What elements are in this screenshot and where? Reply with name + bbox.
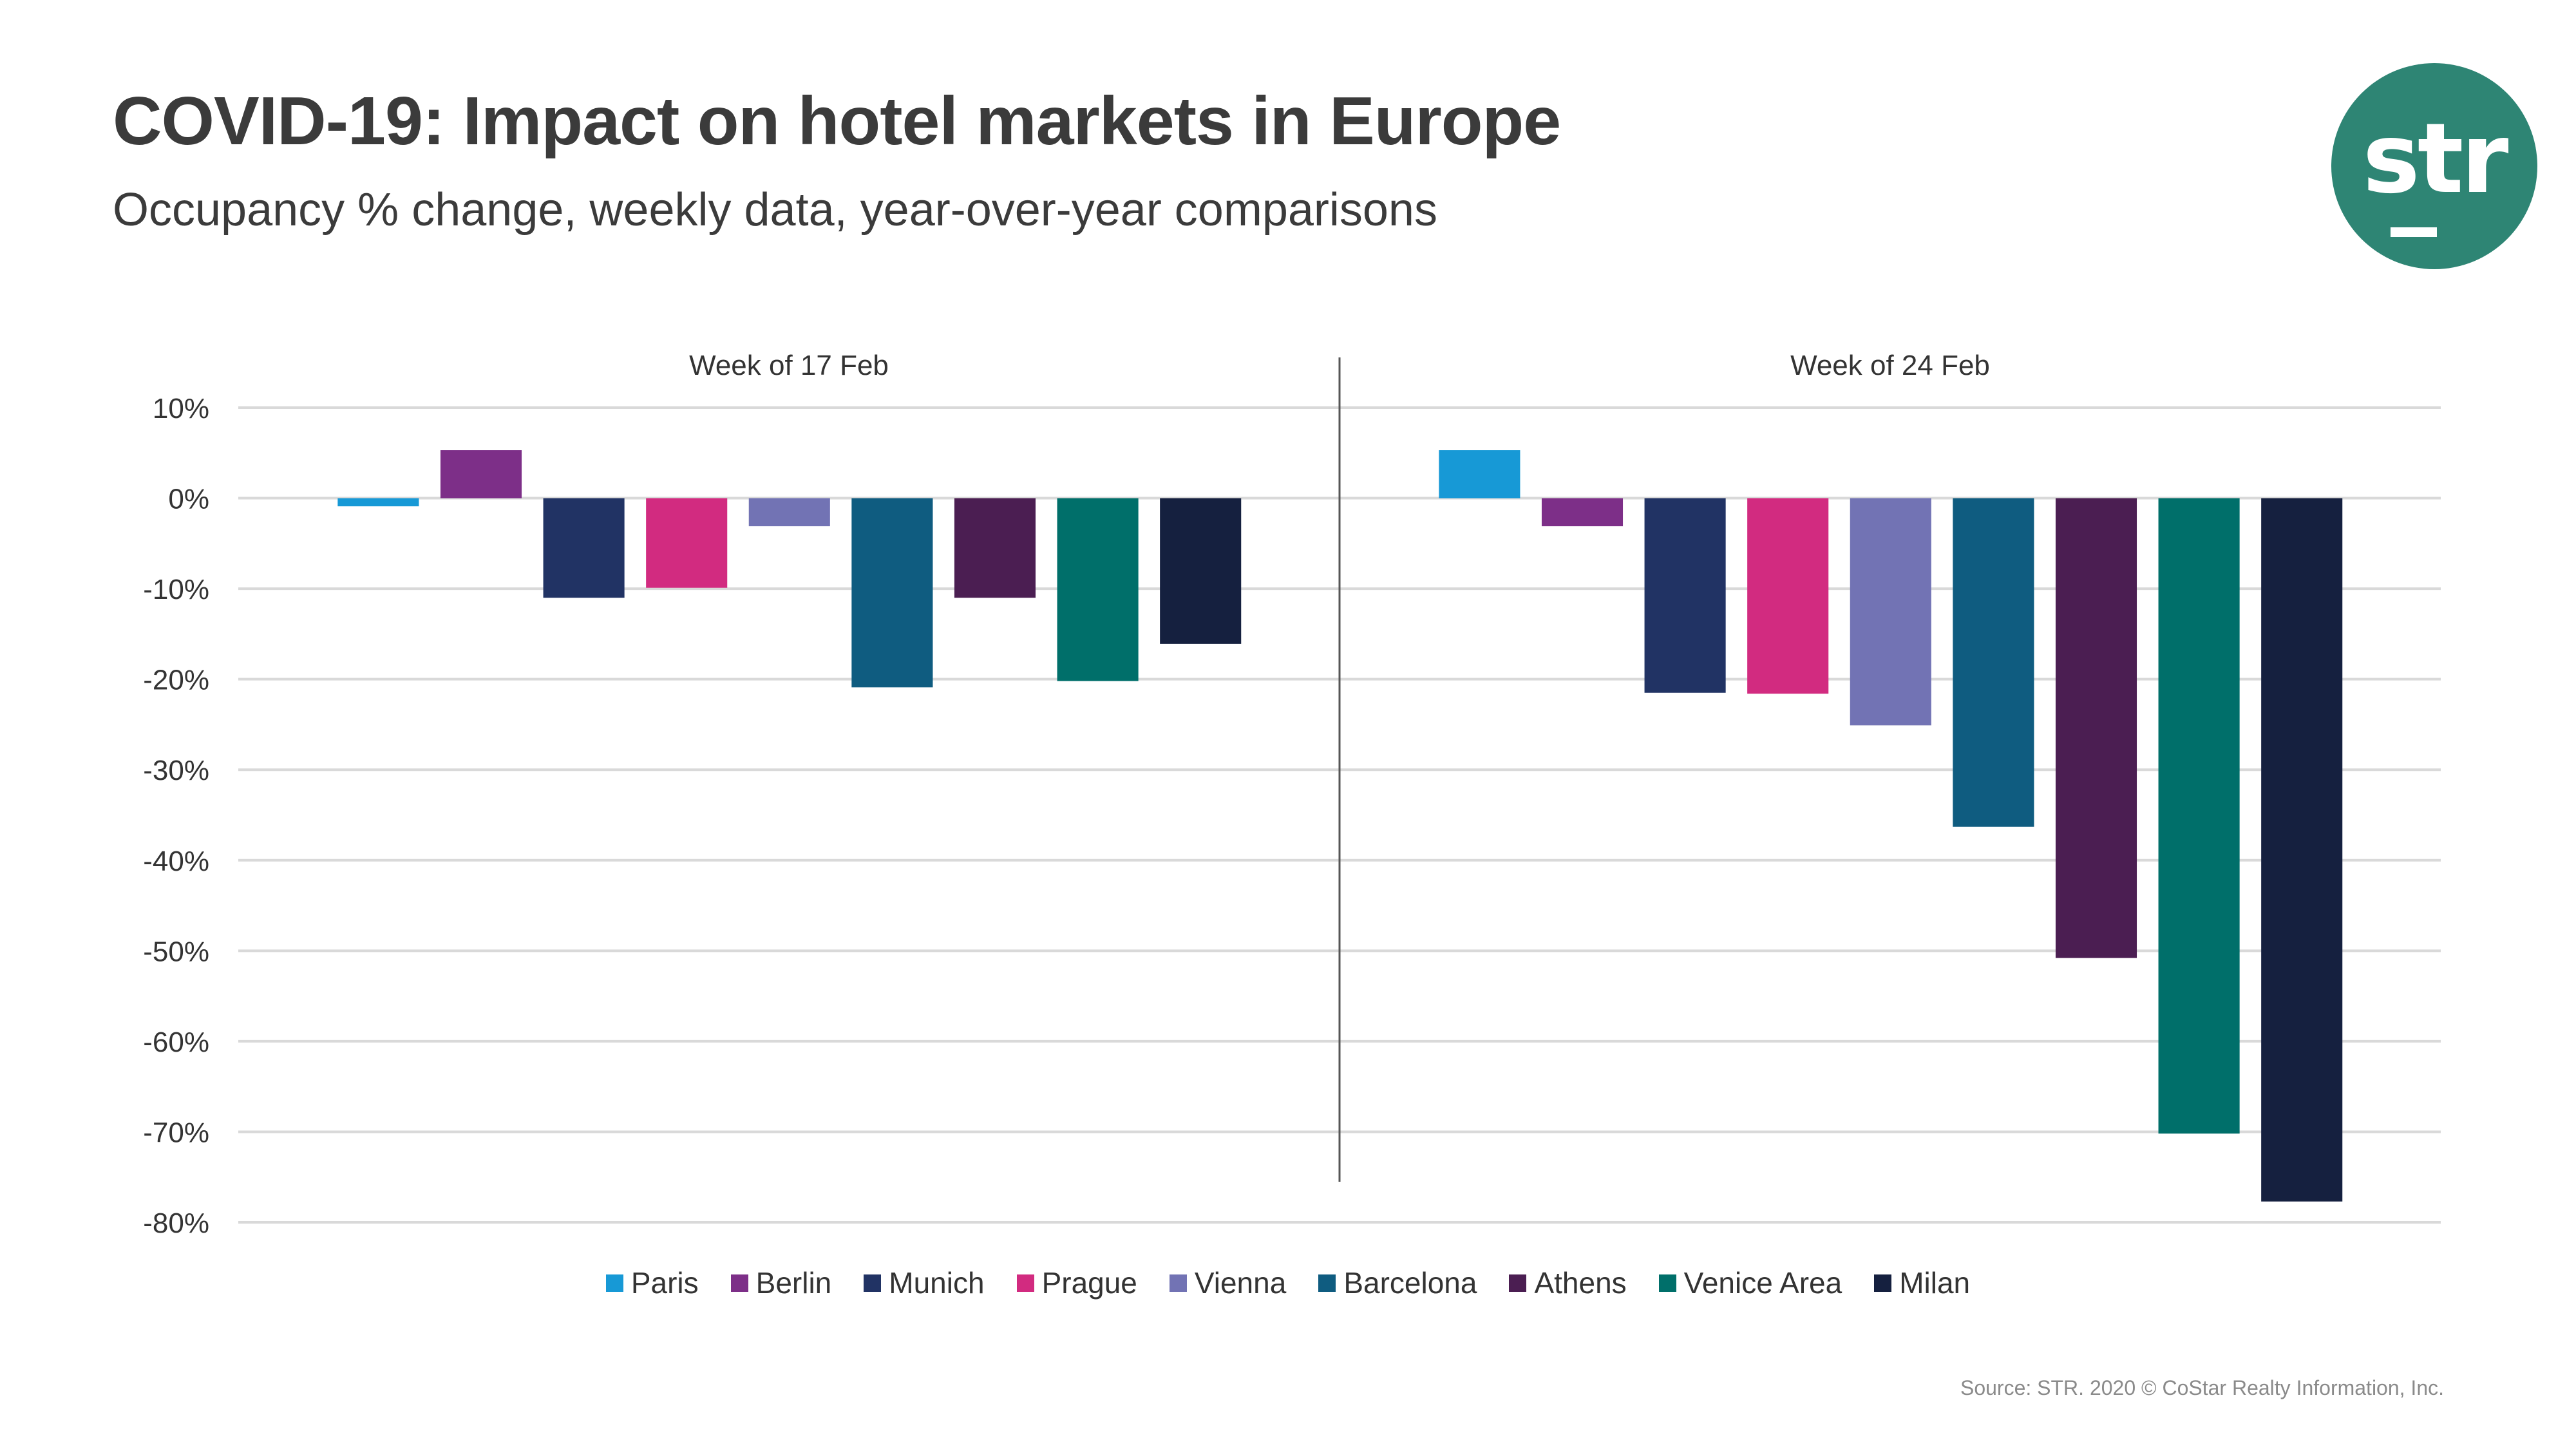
bar-prague-1 bbox=[646, 498, 728, 588]
legend-swatch bbox=[864, 1274, 882, 1292]
bar-venice-area-1 bbox=[1057, 498, 1139, 681]
bar-munich-1 bbox=[543, 498, 625, 598]
y-tick-label: 10% bbox=[153, 393, 209, 424]
bar-venice-area-2 bbox=[2158, 498, 2240, 1134]
legend-swatch bbox=[730, 1274, 748, 1292]
legend-item: Paris bbox=[605, 1265, 699, 1300]
legend-swatch bbox=[1658, 1274, 1676, 1292]
legend-item: Prague bbox=[1016, 1265, 1137, 1300]
source-note: Source: STR. 2020 © CoStar Realty Inform… bbox=[1960, 1376, 2444, 1399]
str-logo: str bbox=[2331, 63, 2537, 269]
bar-milan-1 bbox=[1160, 498, 1242, 644]
y-tick-label: -30% bbox=[143, 755, 209, 786]
bar-athens-2 bbox=[2055, 498, 2137, 958]
legend-item: Barcelona bbox=[1318, 1265, 1477, 1300]
bar-barcelona-2 bbox=[1953, 498, 2034, 827]
legend-label: Venice Area bbox=[1683, 1266, 1842, 1300]
y-tick-label: -40% bbox=[143, 846, 209, 877]
bar-munich-2 bbox=[1644, 498, 1726, 693]
category-label: Week of 17 Feb bbox=[689, 350, 889, 381]
chart-subtitle: Occupancy % change, weekly data, year-ov… bbox=[113, 184, 1437, 236]
y-tick-label: -10% bbox=[143, 574, 209, 605]
bar-berlin-1 bbox=[440, 450, 522, 498]
legend-item: Milan bbox=[1874, 1265, 1970, 1300]
legend-item: Athens bbox=[1509, 1265, 1627, 1300]
chart-title: COVID-19: Impact on hotel markets in Eur… bbox=[113, 83, 1561, 159]
bar-paris-2 bbox=[1439, 450, 1520, 498]
bar-prague-2 bbox=[1747, 498, 1829, 694]
legend-swatch bbox=[1169, 1274, 1187, 1292]
legend-label: Berlin bbox=[755, 1266, 832, 1300]
str-logo-underline bbox=[2391, 227, 2437, 237]
legend-swatch bbox=[1509, 1274, 1527, 1292]
legend-label: Prague bbox=[1041, 1266, 1137, 1300]
y-tick-label: 0% bbox=[168, 484, 209, 515]
y-tick-label: -20% bbox=[143, 665, 209, 696]
legend-item: Munich bbox=[864, 1265, 985, 1300]
bar-barcelona-1 bbox=[851, 498, 933, 688]
legend-label: Vienna bbox=[1194, 1266, 1287, 1300]
legend-item: Berlin bbox=[730, 1265, 832, 1300]
bar-athens-1 bbox=[954, 498, 1036, 598]
bar-vienna-1 bbox=[748, 498, 830, 527]
legend-label: Milan bbox=[1899, 1266, 1971, 1300]
chart-legend: Paris Berlin Munich Prague Vienna Barcelona At… bbox=[0, 1265, 2576, 1300]
bar-berlin-2 bbox=[1541, 498, 1624, 527]
legend-swatch bbox=[1318, 1274, 1336, 1292]
legend-label: Munich bbox=[889, 1266, 985, 1300]
legend-swatch bbox=[605, 1274, 623, 1292]
bar-vienna-2 bbox=[1850, 498, 1931, 726]
legend-swatch bbox=[1874, 1274, 1892, 1292]
bar-milan-2 bbox=[2261, 498, 2343, 1202]
str-logo-text: str bbox=[2362, 103, 2509, 215]
category-label: Week of 24 Feb bbox=[1790, 350, 1990, 381]
legend-item: Vienna bbox=[1169, 1265, 1287, 1300]
bar-paris-1 bbox=[337, 498, 419, 507]
legend-swatch bbox=[1016, 1274, 1034, 1292]
y-tick-label: -80% bbox=[143, 1208, 209, 1239]
legend-label: Athens bbox=[1534, 1266, 1627, 1300]
legend-label: Paris bbox=[630, 1266, 699, 1300]
legend-label: Barcelona bbox=[1343, 1266, 1477, 1300]
y-tick-label: -70% bbox=[143, 1117, 209, 1148]
y-tick-label: -50% bbox=[143, 936, 209, 967]
legend-item: Venice Area bbox=[1658, 1265, 1842, 1300]
y-tick-label: -60% bbox=[143, 1027, 209, 1058]
